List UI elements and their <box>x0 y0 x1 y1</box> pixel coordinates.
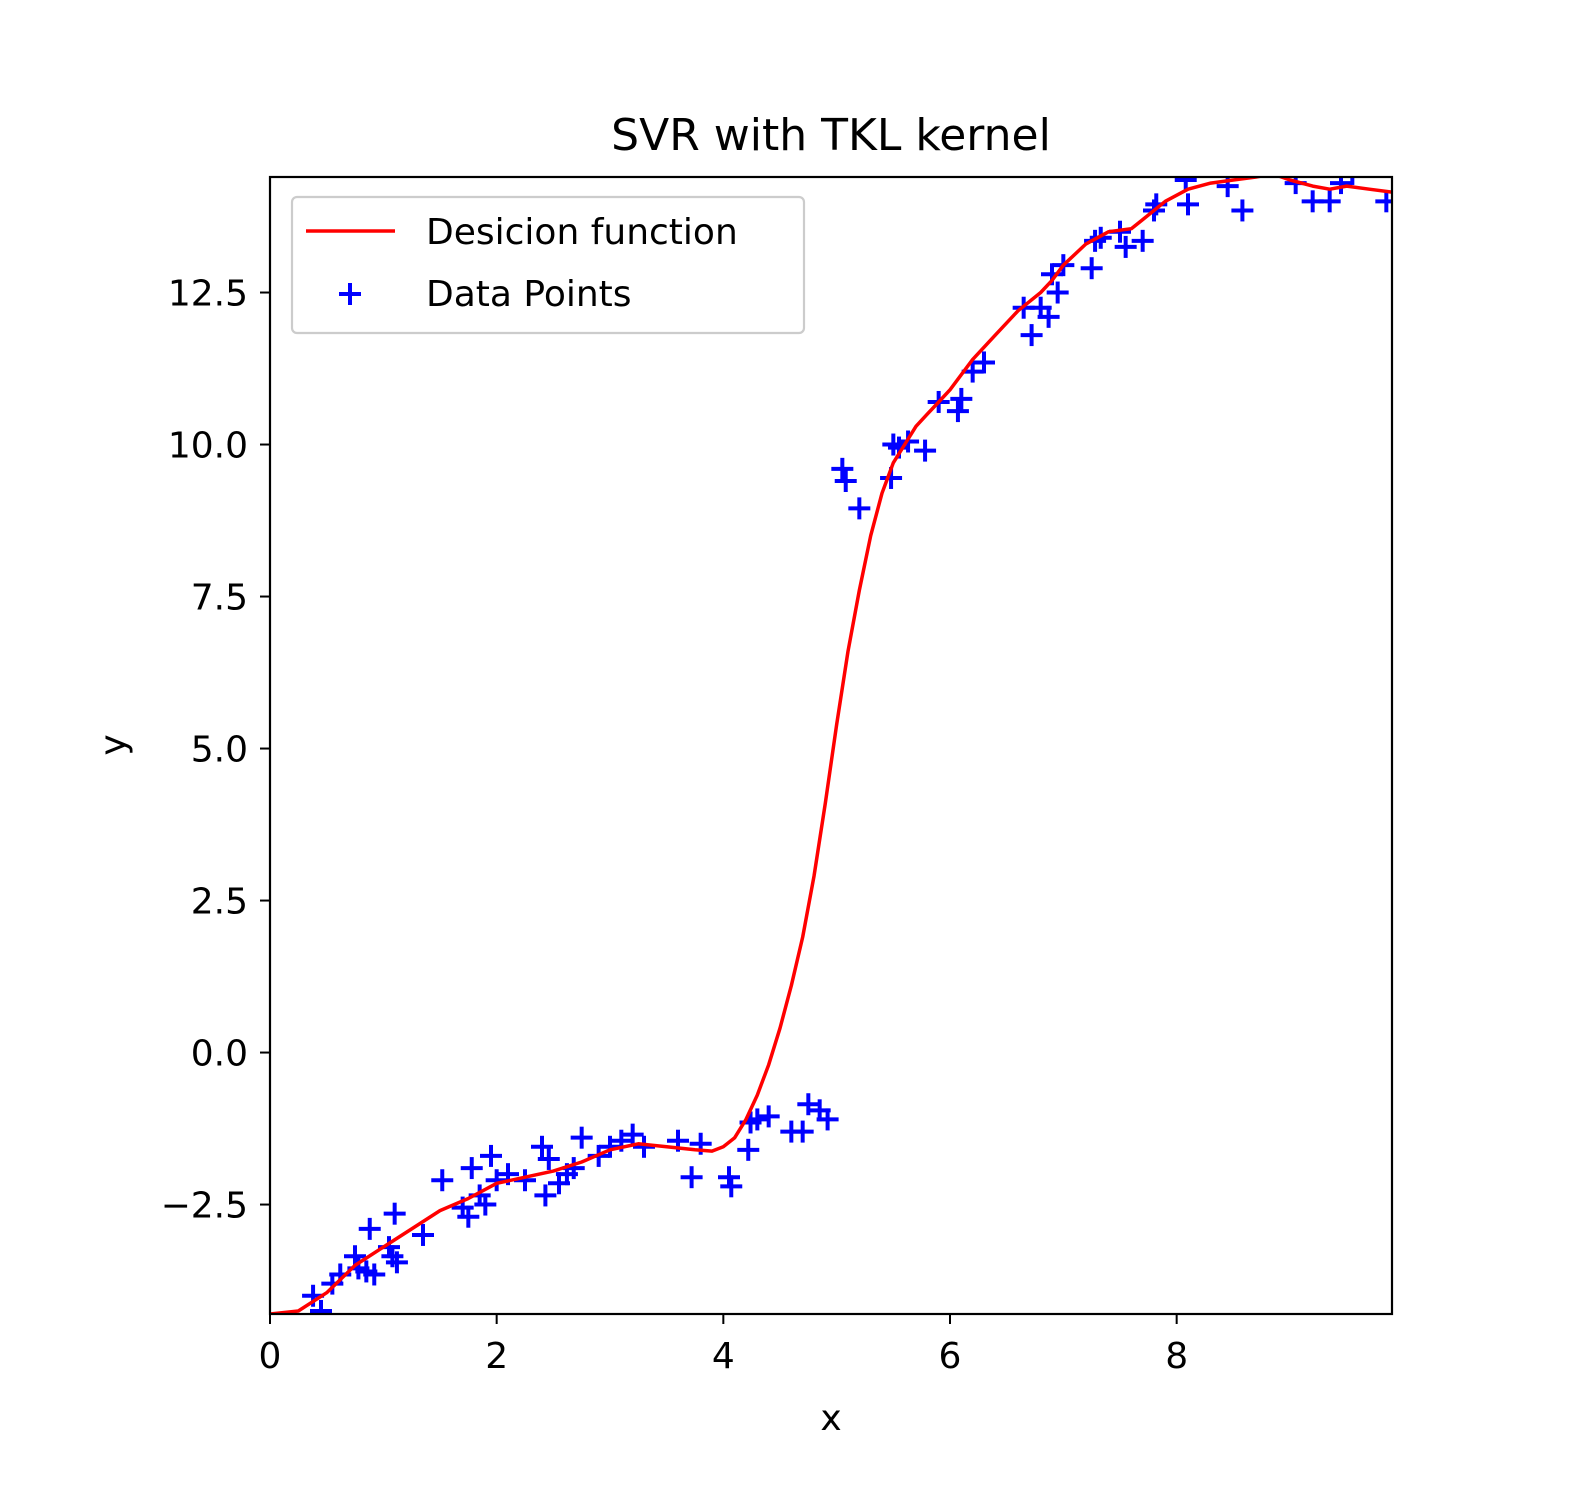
x-tick-label: 0 <box>259 1336 282 1377</box>
decision-function-line <box>270 177 1392 1314</box>
data-point <box>831 457 854 480</box>
y-tick-label: 7.5 <box>191 578 248 619</box>
y-tick-label: 0.0 <box>191 1034 248 1075</box>
data-point <box>1174 177 1197 192</box>
data-point <box>537 1147 560 1170</box>
data-point <box>1020 324 1043 347</box>
data-point <box>1350 177 1355 185</box>
data-point <box>460 1157 483 1180</box>
y-tick-label: −2.5 <box>161 1186 248 1227</box>
data-point <box>1177 193 1199 216</box>
y-tick-label: 10.0 <box>168 426 248 467</box>
legend-swatch-marker <box>339 283 361 305</box>
y-axis-ticks: −2.5 0.0 2.5 5.0 7.5 10.0 12.5 <box>161 274 270 1227</box>
x-tick-label: 6 <box>939 1336 962 1377</box>
data-point <box>385 1251 408 1274</box>
data-point <box>534 1184 557 1207</box>
data-point <box>531 1135 553 1158</box>
data-point <box>1330 177 1352 195</box>
legend-label-decision-function: Desicion function <box>426 212 738 253</box>
data-point <box>816 1108 839 1131</box>
data-point <box>1375 190 1392 213</box>
data-point <box>363 1263 386 1286</box>
data-point <box>746 1108 769 1131</box>
data-point <box>1216 177 1239 198</box>
decision-function-series <box>270 177 1392 1314</box>
x-axis-ticks: 0 2 4 6 8 <box>259 1314 1188 1377</box>
y-tick-label: 12.5 <box>168 274 248 315</box>
x-axis-label: x <box>820 1398 841 1439</box>
chart-title: SVR with TKL kernel <box>611 110 1051 161</box>
data-point <box>1046 281 1069 304</box>
data-point <box>946 400 969 423</box>
data-point <box>1080 257 1103 280</box>
data-point <box>474 1193 497 1216</box>
x-tick-label: 2 <box>485 1336 508 1377</box>
data-point <box>720 1175 743 1198</box>
data-point <box>621 1123 644 1146</box>
data-point <box>480 1144 502 1167</box>
data-point <box>797 1093 820 1116</box>
data-point <box>848 497 871 520</box>
data-points-series <box>302 177 1392 1314</box>
legend-label-data-points: Data Points <box>426 274 632 315</box>
y-tick-label: 5.0 <box>191 730 248 771</box>
data-point <box>457 1205 480 1228</box>
legend-plus-marker <box>339 283 361 305</box>
data-point <box>570 1126 593 1149</box>
data-point <box>1037 305 1060 328</box>
plot-frame <box>268 175 1394 1316</box>
data-point <box>757 1105 780 1128</box>
data-point <box>431 1169 454 1192</box>
y-axis-label: y <box>93 734 134 755</box>
data-point <box>1131 229 1154 252</box>
data-point <box>383 1202 406 1225</box>
data-point <box>358 1217 381 1240</box>
data-point <box>834 470 857 493</box>
x-tick-label: 4 <box>712 1336 735 1377</box>
data-point <box>950 387 973 410</box>
data-point <box>1114 235 1137 258</box>
data-point <box>310 1299 332 1314</box>
x-tick-label: 8 <box>1165 1336 1188 1377</box>
data-point <box>737 1138 760 1161</box>
plot-area <box>270 177 1392 1314</box>
data-point <box>914 439 937 462</box>
data-point <box>680 1166 703 1189</box>
data-point <box>1231 199 1254 222</box>
legend: Desicion function Data Points <box>290 195 806 335</box>
legend-box <box>290 195 806 335</box>
data-point <box>973 351 995 374</box>
data-point <box>1318 190 1341 213</box>
y-tick-label: 2.5 <box>191 882 248 923</box>
data-point <box>412 1223 434 1246</box>
data-point <box>791 1120 814 1143</box>
